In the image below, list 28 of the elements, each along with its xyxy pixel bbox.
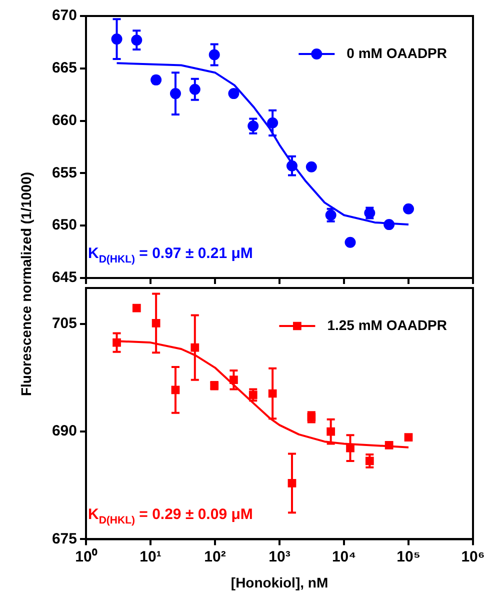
point: [403, 203, 414, 214]
y-tick-label: 670: [52, 7, 77, 24]
x-tick-label: 10³: [268, 548, 290, 566]
point: [132, 304, 141, 312]
x-tick-label: 10⁶: [461, 548, 485, 566]
legend-label: 1.25 mM OAADPR: [327, 316, 448, 333]
point: [384, 219, 395, 230]
point: [384, 441, 394, 450]
y-tick-label: 645: [52, 269, 77, 286]
y-tick-label: 650: [52, 216, 77, 234]
y-tick-label: 655: [52, 164, 77, 182]
x-tick-label: 10²: [204, 548, 226, 566]
y-tick-label: 660: [52, 112, 77, 129]
x-tick-label: 10⁴: [332, 548, 356, 566]
point: [306, 161, 317, 172]
x-tick-label: 10⁵: [396, 548, 420, 566]
y-tick-label: 675: [52, 530, 77, 548]
legend-label: 0 mM OAADPR: [346, 44, 448, 61]
y-tick-label: 665: [52, 60, 77, 77]
point: [344, 236, 356, 248]
x-axis-title: [Honokiol], nM: [230, 574, 328, 590]
y-tick-label: 690: [52, 422, 77, 440]
point: [404, 433, 413, 442]
y-axis-title: Fluorescence normalized (1/1000): [18, 172, 34, 396]
x-tick-label: 10⁰: [75, 547, 98, 566]
y-tick-label: 705: [52, 315, 77, 332]
point: [228, 88, 240, 100]
x-tick-label: 10¹: [140, 548, 162, 566]
